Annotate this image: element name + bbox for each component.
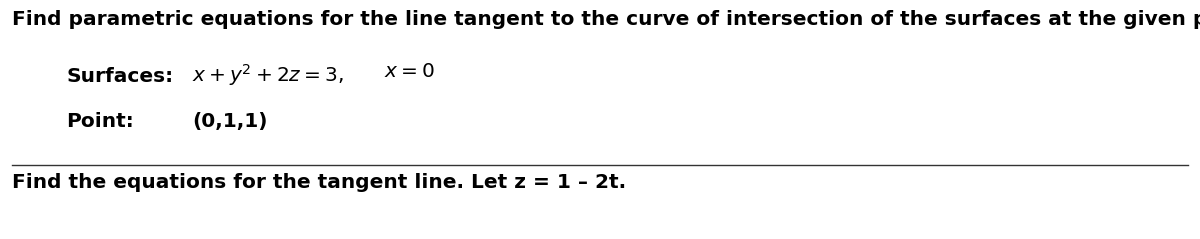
- Text: Point:: Point:: [66, 112, 133, 131]
- Text: Surfaces:: Surfaces:: [66, 67, 173, 86]
- Text: $x = 0$: $x = 0$: [384, 62, 434, 81]
- Text: Find parametric equations for the line tangent to the curve of intersection of t: Find parametric equations for the line t…: [12, 10, 1200, 28]
- Text: Find the equations for the tangent line. Let z = 1 – 2t.: Find the equations for the tangent line.…: [12, 173, 626, 192]
- Text: $x + y^{2} + 2z = 3,$: $x + y^{2} + 2z = 3,$: [192, 62, 343, 88]
- Text: (0,1,1): (0,1,1): [192, 112, 268, 131]
